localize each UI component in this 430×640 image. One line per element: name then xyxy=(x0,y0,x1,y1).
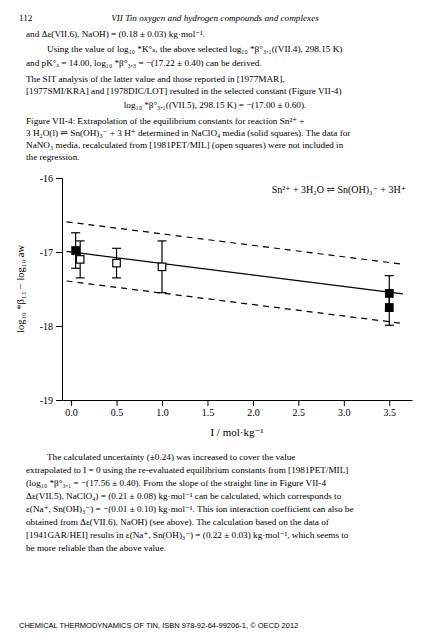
x-tick: 2.5 xyxy=(293,400,306,418)
y-tick-mark xyxy=(56,252,62,253)
error-cap xyxy=(385,325,394,326)
body-line: extrapolated to I = 0 using the re-evalu… xyxy=(26,465,348,475)
body-line: [1977SMI/KRA] and [1978DIC/LOT] resulted… xyxy=(26,86,341,96)
x-tick: 1.5 xyxy=(202,400,215,418)
x-tick-label: 0.5 xyxy=(111,407,124,418)
x-tick-label: 1.0 xyxy=(156,407,169,418)
open-square xyxy=(76,256,84,264)
error-cap xyxy=(71,232,80,233)
confidence-band xyxy=(67,281,403,323)
x-tick-label: 3.5 xyxy=(384,407,397,418)
error-cap xyxy=(112,248,121,249)
annotation: Sn²⁺ + 3H₂O ⇌ Sn(OH)₃⁻ + 3H⁺ xyxy=(272,184,406,196)
error-cap xyxy=(71,268,80,269)
x-tick: 0.5 xyxy=(111,400,124,418)
x-tick-label: 2.5 xyxy=(293,407,306,418)
error-cap xyxy=(158,240,167,241)
x-tick-mark xyxy=(298,400,299,406)
body-line: ε(Na⁺, Sn(OH)₃⁻) = −(0.01 ± 0.10) kg·mol… xyxy=(26,504,353,514)
y-axis-line xyxy=(62,179,63,401)
y-tick-mark xyxy=(56,326,62,327)
x-axis: 0.0 0.5 1.0 1.5 2.0 2.5 3.0 3.5 xyxy=(63,400,413,418)
y-tick-label: -16 xyxy=(40,173,53,184)
footer: CHEMICAL THERMODYNAMICS OF TIN, ISBN 978… xyxy=(19,621,298,630)
body-line: The SIT analysis of the latter value and… xyxy=(26,74,285,84)
x-tick-mark xyxy=(117,400,118,406)
body-line: log₁₀ *β°₃,₁((VII.5), 298.15 K) = −(17.0… xyxy=(124,100,307,110)
x-tick-mark xyxy=(71,400,72,406)
x-tick-label: 0.0 xyxy=(65,407,78,418)
error-cap xyxy=(158,292,167,293)
point-series xyxy=(71,233,394,326)
x-tick-mark xyxy=(389,400,390,406)
x-tick: 1.0 xyxy=(156,400,169,418)
page: 112 VII Tin oxygen and hydrogen compounds… xyxy=(0,0,430,640)
x-tick: 0.0 xyxy=(65,400,78,418)
page-text: 112 VII Tin oxygen and hydrogen compounds… xyxy=(19,13,353,630)
y-tick-mark xyxy=(56,178,62,179)
x-tick-mark xyxy=(162,400,163,406)
y-tick-mark xyxy=(56,400,62,401)
body-line: (log₁₀ *β°₃,₁ = −(17.56 ± 0.40). From th… xyxy=(26,478,326,488)
x-tick-mark xyxy=(253,400,254,406)
y-tick: -17 xyxy=(40,247,62,258)
y-tick: -19 xyxy=(40,395,62,406)
open-square xyxy=(158,263,166,271)
x-axis-line xyxy=(63,400,413,401)
caption-line: NaNO₃ media, recalculated from [1981PET/… xyxy=(26,140,344,150)
x-tick-label: 3.0 xyxy=(338,407,351,418)
point-series xyxy=(76,241,167,293)
caption-line: Figure VII-4: Extrapolation of the equil… xyxy=(26,116,304,126)
body-line: and Δε(VII.6), NaOH) = (0.18 ± 0.03) kg·… xyxy=(26,29,205,39)
body-line: [1941GAR/HEI] results in ε(Na⁺, Sn(OH)₃⁻… xyxy=(26,530,349,540)
x-tick-mark xyxy=(207,400,208,406)
x-tick: 3.0 xyxy=(338,400,351,418)
y-axis: -19 -18 -17 -16 xyxy=(40,173,63,406)
x-tick: 2.0 xyxy=(247,400,260,418)
x-tick: 3.5 xyxy=(384,400,397,418)
error-cap xyxy=(76,277,85,278)
error-cap xyxy=(385,289,394,290)
body-line: obtained from Δε(VII.6), NaOH) (see abov… xyxy=(26,517,330,527)
y-tick-label: -19 xyxy=(40,395,53,406)
error-cap xyxy=(76,240,85,241)
body-line: Using the value of log₁₀ *K°ₛ, the above… xyxy=(47,44,342,54)
solid-square xyxy=(72,247,80,255)
body-line: and pK°ₐ = 14.00, log₁₀ *β°₃,₃ = −(17.22… xyxy=(26,58,262,68)
caption-line: 3 H₂O(l) ⇌ Sn(OH)₃⁻ + 3 H⁺ determined in… xyxy=(26,128,350,138)
y-axis-title: log₁₀ *β₁₃ − log₁₀ aw xyxy=(15,245,26,333)
plot-marks xyxy=(67,222,403,325)
y-tick: -18 xyxy=(40,321,62,332)
error-cap xyxy=(112,277,121,278)
error-cap xyxy=(385,275,394,276)
body-line: be more reliable than the above value. xyxy=(26,543,166,553)
x-tick-mark xyxy=(344,400,345,406)
solid-square xyxy=(386,304,394,312)
x-tick-label: 1.5 xyxy=(202,407,215,418)
open-square xyxy=(113,259,121,267)
chart: 0.0 0.5 1.0 1.5 2.0 2.5 3.0 3.5 -19 -18 -17 -16 I / … xyxy=(15,173,413,438)
page-number: 112 xyxy=(19,13,33,23)
x-tick-label: 2.0 xyxy=(247,407,260,418)
body-line: The calculated uncertainty (±0.24) was i… xyxy=(47,452,295,462)
body-line: Δε(VII.5), NaClO₄) = (0.21 ± 0.08) kg·mo… xyxy=(26,491,342,501)
y-tick-label: -18 xyxy=(40,321,53,332)
running-header: VII Tin oxygen and hydrogen compounds an… xyxy=(111,13,319,23)
x-axis-title: I / mol·kg⁻¹ xyxy=(210,426,263,438)
y-tick: -16 xyxy=(40,173,62,184)
caption-line: the regression. xyxy=(26,152,80,162)
y-tick-label: -17 xyxy=(40,247,53,258)
